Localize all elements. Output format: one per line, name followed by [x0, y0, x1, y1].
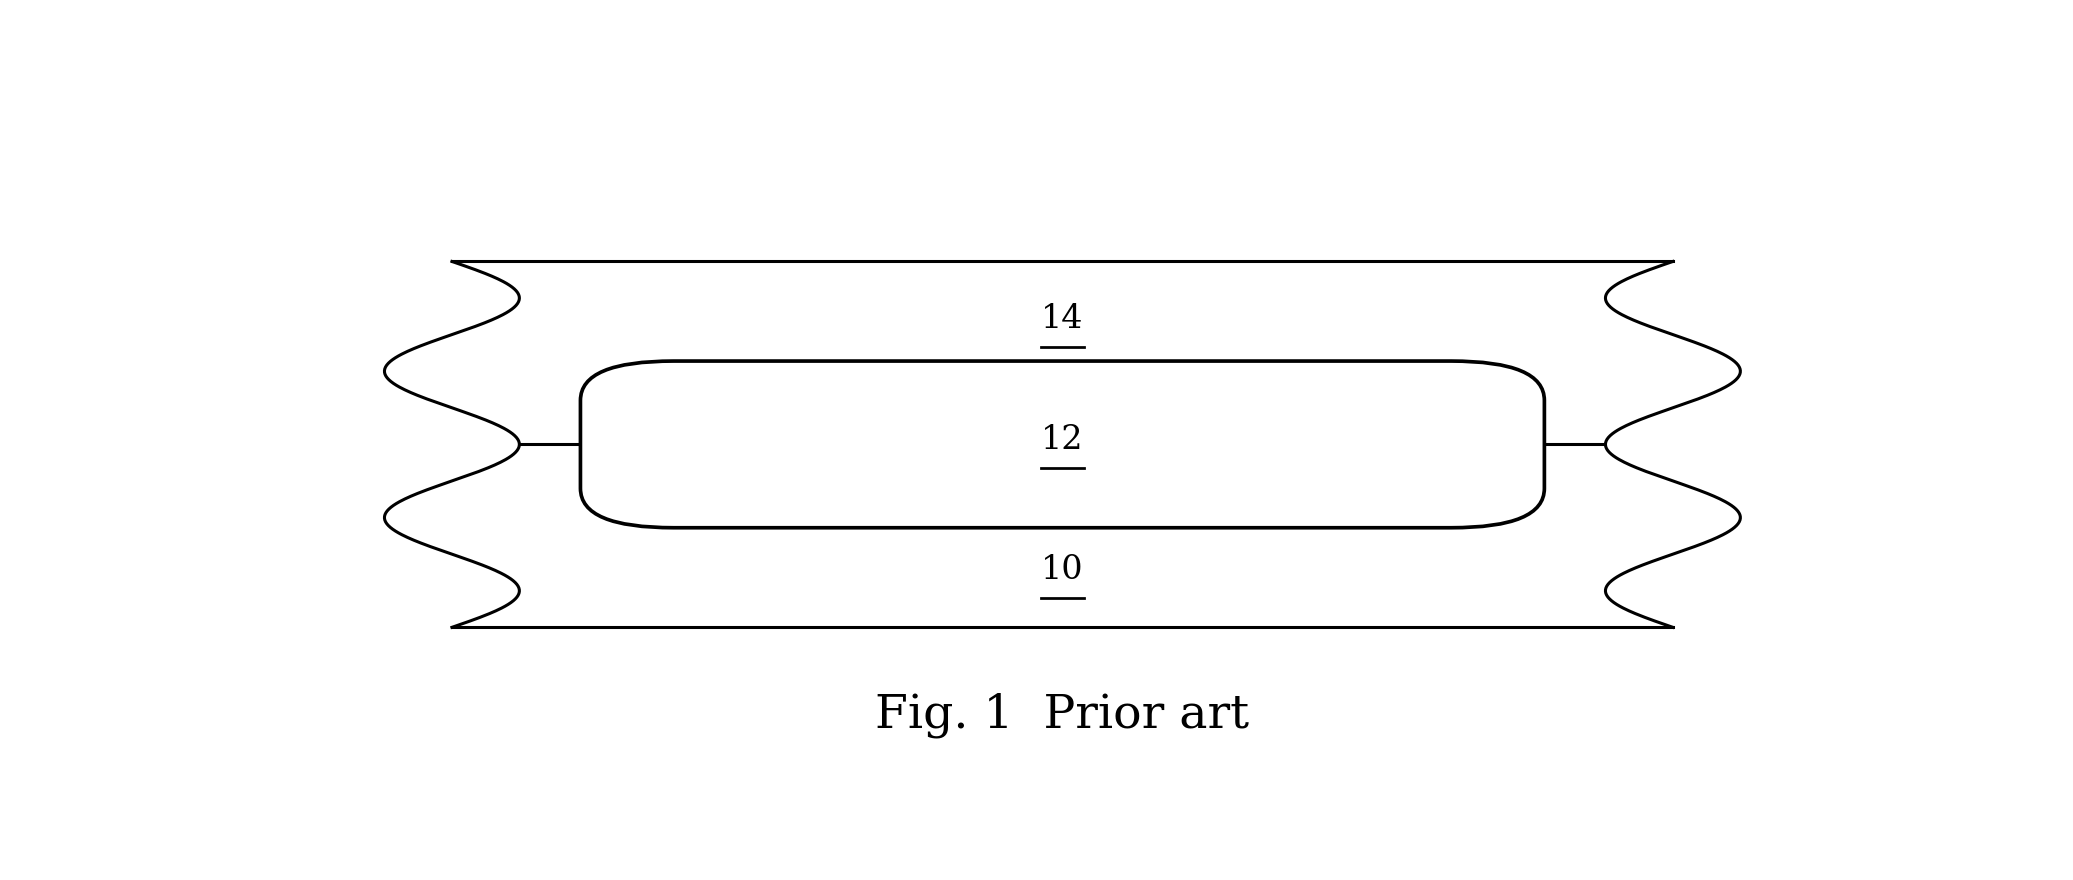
Text: Fig. 1  Prior art: Fig. 1 Prior art — [875, 693, 1250, 738]
Text: 10: 10 — [1041, 554, 1084, 586]
Text: 14: 14 — [1041, 303, 1084, 335]
FancyBboxPatch shape — [580, 361, 1544, 528]
Text: 12: 12 — [1041, 423, 1084, 456]
